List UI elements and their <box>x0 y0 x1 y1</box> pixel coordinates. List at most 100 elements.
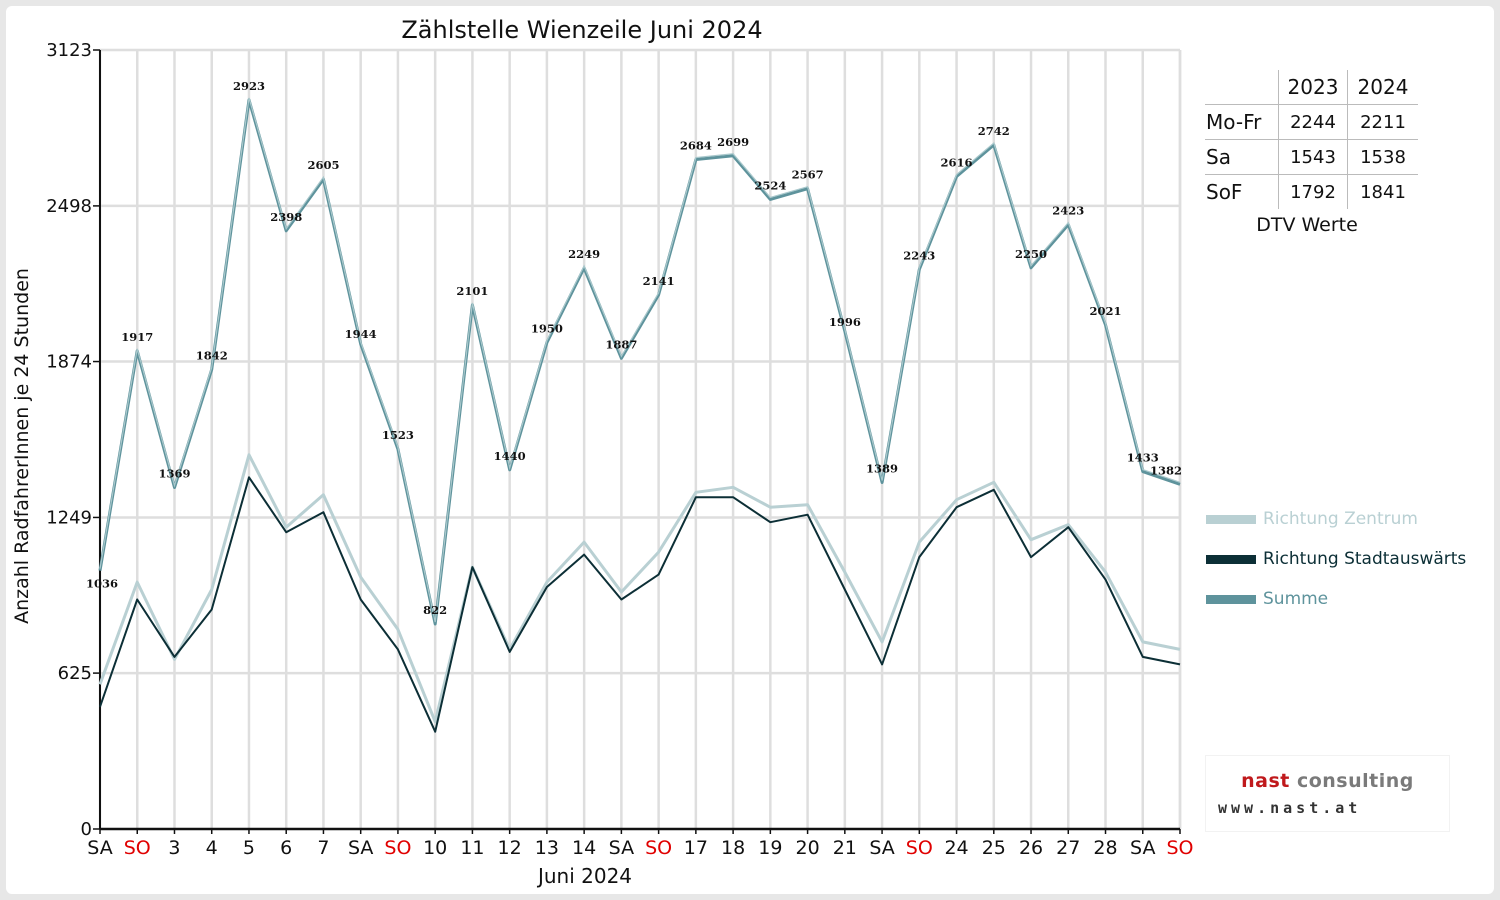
dtv-caption: DTV Werte <box>1256 214 1358 236</box>
legend-swatch-stadtauswaerts <box>1206 554 1256 564</box>
x-tick-label: SA <box>609 837 634 859</box>
y-tick-label: 2498 <box>46 196 92 217</box>
x-tick-label: 5 <box>243 837 255 859</box>
dtv-row-label: SoF <box>1205 174 1279 209</box>
legend-label-summe: Summe <box>1263 589 1329 609</box>
dtv-row-label: Mo-Fr <box>1205 104 1279 140</box>
grid-layer <box>98 48 1182 829</box>
line-chart: Zählstelle Wienzeile Juni 2024 062512491… <box>11 16 1194 888</box>
data-label: 2616 <box>941 155 973 169</box>
dtv-value-2023: 1792 <box>1278 174 1348 209</box>
legend-label-zentrum: Richtung Zentrum <box>1263 509 1418 529</box>
logo-name-gray: consulting <box>1296 770 1414 792</box>
x-tick-label: 19 <box>758 837 782 859</box>
dtv-row-label: Sa <box>1205 139 1279 175</box>
y-tick-label: 1874 <box>46 352 92 373</box>
data-label: 1440 <box>494 449 526 463</box>
x-tick-label: 28 <box>1093 837 1117 859</box>
data-labels-layer: 1036 1917 1369 1842 2923 2398 2605 1944 1523 822 2… <box>86 79 1182 617</box>
data-label: 2524 <box>754 178 786 192</box>
x-tick-label: 21 <box>833 837 857 859</box>
data-label: 1523 <box>382 428 414 442</box>
x-tick-label: 10 <box>423 837 447 859</box>
data-label: 2398 <box>270 210 302 224</box>
x-tick-label: 24 <box>944 837 968 859</box>
x-tick-label: 14 <box>572 837 596 859</box>
data-label: 2605 <box>307 158 339 172</box>
x-tick-label: SO <box>124 837 151 859</box>
x-tick-label: 7 <box>317 837 329 859</box>
data-label: 2923 <box>233 79 265 93</box>
data-label: 1036 <box>86 577 118 591</box>
legend-swatch-summe <box>1206 594 1256 604</box>
x-tick-label: 25 <box>982 837 1006 859</box>
x-tick-label: 17 <box>684 837 708 859</box>
dtv-row-mo-fr: Mo-Fr 2244 2211 <box>1205 104 1418 140</box>
dtv-value-2023: 1543 <box>1278 139 1348 175</box>
legend-item-summe: Summe <box>1206 579 1466 619</box>
series-line-richtung-zentrum <box>98 453 1181 724</box>
legend-swatch-zentrum <box>1206 514 1256 524</box>
x-tick-label: 3 <box>168 837 180 859</box>
data-label: 1369 <box>158 467 190 481</box>
data-label: 1917 <box>121 330 153 344</box>
x-tick-label: 27 <box>1056 837 1080 859</box>
data-label: 2699 <box>717 135 749 149</box>
x-tick-label: SO <box>906 837 933 859</box>
data-label: 1842 <box>196 349 228 363</box>
x-tick-label: SO <box>1166 837 1193 859</box>
data-label: 2249 <box>568 247 600 261</box>
dtv-row-sof: SoF 1792 1841 <box>1205 174 1418 209</box>
x-tick-label: 20 <box>795 837 819 859</box>
x-tick-label: 12 <box>498 837 522 859</box>
dtv-corner-cell <box>1205 70 1279 105</box>
x-axis-title: Juni 2024 <box>536 864 632 888</box>
legend-label-stadtauswaerts: Richtung Stadtauswärts <box>1263 549 1467 569</box>
data-label: 2250 <box>1015 247 1047 261</box>
x-tick-label: SO <box>384 837 411 859</box>
legend-item-zentrum: Richtung Zentrum <box>1206 499 1466 539</box>
axes-layer: 0 625 1249 1874 2498 3123 SA SO 3 4 5 6 7 SA SO 10 11 12 1… <box>46 40 1193 859</box>
x-tick-label: 26 <box>1019 837 1043 859</box>
chart-frame: Zählstelle Wienzeile Juni 2024 0 625 1249 1… <box>6 6 1494 894</box>
legend: Richtung Zentrum Richtung Stadtauswärts … <box>1206 499 1466 619</box>
y-tick-label: 3123 <box>46 40 92 61</box>
data-label: 1944 <box>345 327 377 341</box>
company-logo: nast consulting www.nast.at <box>1206 756 1449 831</box>
data-label: 2567 <box>792 168 824 182</box>
dtv-value-2024: 1841 <box>1347 174 1418 209</box>
data-label: 1433 <box>1127 451 1159 465</box>
data-label: 1887 <box>605 337 637 351</box>
dtv-col-2024: 2024 <box>1347 70 1418 105</box>
logo-wordmark: nast consulting <box>1206 770 1449 792</box>
dtv-col-2023: 2023 <box>1278 70 1348 105</box>
series-line-richtung-stadtausw-rts <box>99 476 1181 733</box>
legend-item-stadtauswaerts: Richtung Stadtauswärts <box>1206 539 1466 579</box>
y-tick-label: 0 <box>81 819 92 840</box>
x-tick-label: 18 <box>721 837 745 859</box>
data-label: 1996 <box>829 315 861 329</box>
dtv-table: 2023 2024 Mo-Fr 2244 2211 Sa 1543 1538 S… <box>1205 70 1418 209</box>
data-label: 2141 <box>643 274 675 288</box>
data-label: 1382 <box>1150 463 1182 477</box>
data-label: 2423 <box>1052 204 1084 218</box>
x-tick-label: 13 <box>535 837 559 859</box>
x-tick-label: SA <box>869 837 894 859</box>
x-tick-label: 11 <box>460 837 484 859</box>
data-label: 2021 <box>1090 304 1122 318</box>
chart-title: Zählstelle Wienzeile Juni 2024 <box>401 16 762 44</box>
series-layer <box>98 97 1181 733</box>
dtv-row-sa: Sa 1543 1538 <box>1205 139 1418 175</box>
data-label: 2684 <box>680 139 712 153</box>
x-tick-label: 6 <box>280 837 292 859</box>
data-label: 1389 <box>866 462 898 476</box>
logo-name-red: nast <box>1241 770 1290 792</box>
data-label: 822 <box>423 603 447 617</box>
data-label: 2243 <box>903 249 935 263</box>
data-label: 2742 <box>978 124 1010 138</box>
x-tick-label: SA <box>87 837 112 859</box>
dtv-value-2024: 2211 <box>1347 104 1418 140</box>
y-axis-title: Anzahl RadfahrerInnen je 24 Stunden <box>11 268 33 624</box>
series-line-summe-highlight <box>99 97 1181 623</box>
x-tick-label: SO <box>645 837 672 859</box>
